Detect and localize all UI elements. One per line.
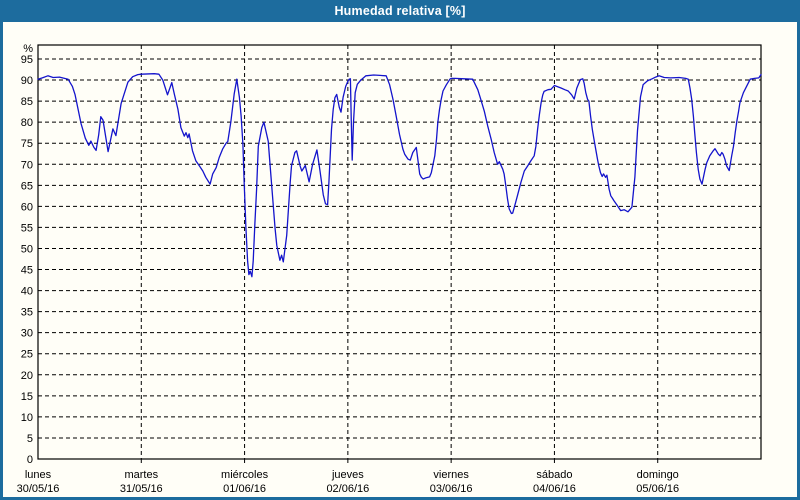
x-label-date-0: 30/05/16 [17,483,60,495]
y-tick-label-35: 35 [21,307,33,319]
y-tick-label-55: 55 [21,222,33,234]
y-tick-label-90: 90 [21,75,33,87]
x-label-day-4: viernes [433,469,469,481]
y-tick-label-20: 20 [21,370,33,382]
y-axis-unit-label: % [23,43,33,55]
y-tick-label-95: 95 [21,54,33,66]
x-label-date-4: 03/06/16 [430,483,473,495]
y-tick-label-30: 30 [21,328,33,340]
plot-background [38,45,761,459]
y-tick-label-0: 0 [27,454,33,466]
y-tick-label-45: 45 [21,265,33,277]
humidity-line-series-0 [37,73,762,278]
y-tick-label-40: 40 [21,286,33,298]
x-label-day-1: martes [124,469,158,481]
humidity-line-chart: 0 5 10 15 20 25 30 35 40 45 50 55 60 65 70 75 80 85 90 95% l… [17,43,762,495]
x-label-day-3: jueves [331,469,364,481]
y-tick-label-70: 70 [21,159,33,171]
y-tick-label-65: 65 [21,180,33,192]
x-label-date-1: 31/05/16 [120,483,163,495]
y-tick-label-80: 80 [21,117,33,129]
chart-title: Humedad relativa [%] [334,4,466,18]
y-tick-label-60: 60 [21,201,33,213]
x-label-day-0: lunes [25,469,52,481]
y-tick-label-50: 50 [21,243,33,255]
x-label-date-5: 04/06/16 [533,483,576,495]
x-label-date-2: 01/06/16 [223,483,266,495]
y-tick-label-5: 5 [27,433,33,445]
y-tick-label-15: 15 [21,391,33,403]
chart-title-bar: Humedad relativa [%] [0,0,800,22]
y-tick-label-10: 10 [21,412,33,424]
y-tick-label-85: 85 [21,96,33,108]
x-label-day-6: domingo [637,469,679,481]
x-label-day-2: miércoles [221,469,269,481]
x-label-date-3: 02/06/16 [326,483,369,495]
plot-area: 0 5 10 15 20 25 30 35 40 45 50 55 60 65 70 75 80 85 90 95% l… [3,22,797,497]
x-label-date-6: 05/06/16 [636,483,679,495]
y-tick-label-75: 75 [21,138,33,150]
plot-border [37,44,762,460]
y-tick-label-25: 25 [21,349,33,361]
x-label-day-5: sábado [536,469,572,481]
